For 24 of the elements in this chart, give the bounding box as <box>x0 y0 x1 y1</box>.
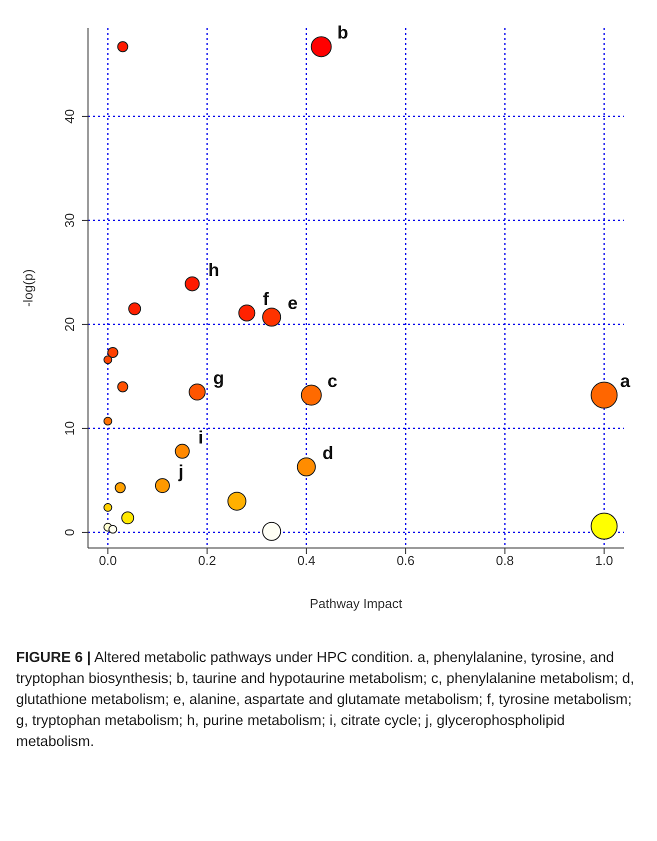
y-axis-title: -log(p) <box>20 269 36 307</box>
x-tick-label: 0.6 <box>396 553 415 568</box>
y-tick-label: 10 <box>62 421 77 436</box>
x-tick-label: 0.2 <box>198 553 216 568</box>
x-tick-label: 0.0 <box>98 553 117 568</box>
annotation: f <box>262 288 270 309</box>
annotation: g <box>213 368 224 388</box>
caption: FIGURE 6 | Altered metabolic pathways under HPC condition. a, phenylalanine, tyrosine, and tryptophan biosynthesis; b, taurine and hypotaurine metabolism; c, phenylalanine metabolism; d, glutathione metabolism; e, alanine, aspartate and glutamate metabolism; f, tyrosine metabolism; g, tryptophan metabolism; h, purine metabolism; i, citrate cycle; j, glycerophospholipid metabolism. <box>16 649 636 752</box>
x-tick-label: 0.4 <box>297 553 316 568</box>
y-tick-label: 30 <box>62 213 77 228</box>
x-axis-title: Pathway Impact <box>310 596 403 611</box>
annotation: a <box>620 371 632 392</box>
y-tick-label: 20 <box>62 317 77 332</box>
annotation: j <box>177 462 184 482</box>
y-tick-label: 40 <box>62 109 77 124</box>
annotation: d <box>322 442 334 463</box>
y-tick-label: 0 <box>62 528 77 536</box>
x-tick-label: 0.8 <box>496 553 514 568</box>
x-tick-label: 1.0 <box>595 553 614 568</box>
annotation: i <box>198 427 204 448</box>
annotation: h <box>208 260 220 280</box>
annotation: b <box>337 22 348 43</box>
annotation: c <box>327 371 338 392</box>
annotation: e <box>288 293 298 314</box>
